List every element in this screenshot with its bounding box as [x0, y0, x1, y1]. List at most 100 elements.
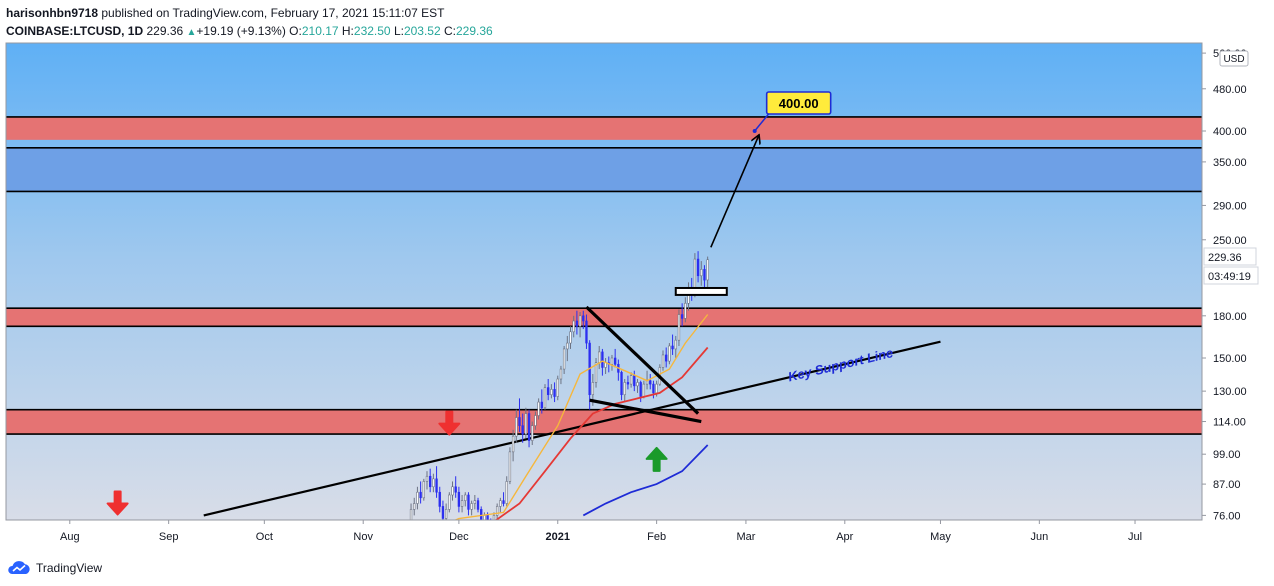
candle	[700, 261, 703, 286]
candle-body	[680, 314, 684, 319]
candle-body	[409, 509, 413, 520]
candle-body	[633, 375, 636, 387]
currency-badge[interactable]	[1219, 50, 1249, 67]
candle	[572, 315, 575, 338]
candle-body	[594, 362, 598, 383]
candle-body	[451, 486, 454, 496]
candle-body	[623, 382, 626, 396]
candle-body	[559, 368, 563, 380]
key-support-line[interactable]	[203, 340, 941, 517]
candle-body	[492, 515, 496, 520]
candle	[495, 503, 499, 519]
y-tick-label: 350.00	[1213, 157, 1247, 169]
projection-arrow[interactable]	[710, 136, 759, 248]
candle-body	[613, 357, 617, 365]
ema-mid-line	[494, 346, 709, 520]
triangle-upper-line[interactable]	[585, 305, 700, 415]
candle	[556, 375, 559, 401]
arrow-down-icon	[438, 410, 461, 436]
candle-body	[569, 331, 572, 344]
candle	[547, 378, 550, 401]
candle	[668, 343, 671, 365]
zone-resistance-1	[6, 147, 1202, 192]
candle-body	[483, 515, 486, 520]
candle-body	[550, 389, 553, 396]
y-axis[interactable]: 560.00480.00400.00350.00290.00250.00180.…	[1201, 43, 1259, 522]
candle-body	[531, 425, 534, 441]
footer: TradingView	[6, 558, 102, 578]
x-tick-label: May	[930, 531, 951, 543]
candle	[569, 326, 572, 349]
low-value: 203.52	[403, 24, 441, 38]
author-name[interactable]: harisonhbn9718	[6, 6, 99, 20]
candle-body	[578, 315, 582, 327]
candle	[521, 413, 524, 443]
y-tick-label: 400.00	[1213, 126, 1247, 138]
price-change: +19.19 (+9.13%)	[196, 24, 286, 38]
candle	[441, 500, 445, 520]
candle	[409, 503, 413, 520]
candle-body	[665, 354, 668, 362]
y-tick-label: 114.00	[1213, 417, 1246, 429]
candle	[518, 398, 521, 432]
change-up-icon: ▲	[186, 27, 197, 38]
candle	[448, 492, 451, 513]
last-price: 229.36	[146, 24, 184, 38]
candle-body	[476, 500, 480, 510]
candle-body	[547, 387, 550, 396]
y-tick-label: 180.00	[1213, 311, 1247, 323]
target-anchor-dot	[752, 128, 757, 133]
tradingview-brand[interactable]: TradingView	[36, 561, 103, 575]
candle	[527, 409, 531, 448]
candle	[559, 365, 563, 385]
candle-body	[473, 500, 477, 504]
candle	[419, 481, 422, 504]
candle	[422, 478, 425, 501]
x-axis[interactable]: Aug Sep Oct Nov Dec 2021 Feb Mar Apr May Jun Jul	[6, 519, 1202, 543]
candle-body	[416, 491, 419, 504]
candle-body	[655, 383, 658, 394]
candle	[425, 471, 429, 490]
candle-body	[534, 415, 537, 426]
candle-body	[582, 315, 585, 322]
candle	[661, 350, 665, 371]
candle	[613, 348, 617, 368]
breakout-box[interactable]	[674, 286, 728, 296]
candle-body	[524, 413, 528, 435]
y-tick-label: 76.00	[1213, 510, 1241, 522]
candle-body	[467, 494, 470, 510]
zone-support-2	[6, 308, 1202, 327]
candle	[473, 494, 477, 510]
candle-body	[652, 383, 655, 394]
x-tick-label: Jun	[1030, 531, 1048, 543]
publish-info: published on TradingView.com, February 1…	[101, 6, 445, 20]
candle	[508, 447, 512, 485]
candle-body	[490, 525, 492, 528]
x-tick-label: Oct	[256, 531, 273, 543]
candle	[537, 398, 540, 420]
triangle-lower-line[interactable]	[589, 398, 702, 424]
candle-body	[419, 491, 422, 499]
candle	[438, 486, 441, 513]
candle-body	[435, 478, 438, 493]
candle	[684, 297, 687, 323]
candle-body	[444, 509, 448, 519]
candle	[416, 486, 419, 510]
candle-body	[429, 475, 432, 488]
y-tick-label: 87.00	[1213, 479, 1241, 491]
candle-body	[556, 378, 559, 397]
y-tick-label: 250.00	[1213, 235, 1247, 247]
ema-fast-line	[453, 314, 709, 520]
candle	[585, 314, 588, 349]
target-label-box[interactable]	[765, 91, 832, 115]
tradingview-cloud-icon	[8, 561, 30, 574]
candle	[454, 476, 457, 498]
y-tick-label: 130.00	[1213, 386, 1247, 398]
candle-body	[585, 320, 588, 344]
countdown-label: 03:49:19	[1208, 271, 1251, 283]
symbol-name[interactable]: COINBASE:LTCUSD, 1D	[6, 24, 144, 38]
candle	[553, 382, 556, 403]
candle	[413, 497, 416, 516]
